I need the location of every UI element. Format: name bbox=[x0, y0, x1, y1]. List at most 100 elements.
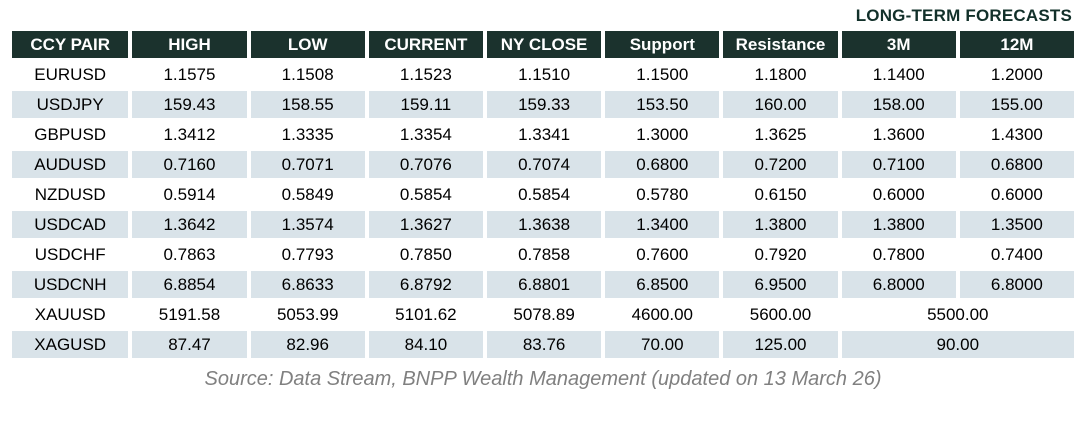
source-note: Source: Data Stream, BNPP Wealth Managem… bbox=[204, 368, 882, 390]
ccy-pair-cell: USDJPY bbox=[12, 91, 129, 118]
forecast-12m-cell: 155.00 bbox=[959, 91, 1074, 118]
ny-close-cell: 1.1510 bbox=[486, 61, 602, 88]
table-row-gbpusd: GBPUSD 1.3412 1.3335 1.3354 1.3341 1.300… bbox=[12, 121, 1074, 148]
table-row-nzdusd: NZDUSD 0.5914 0.5849 0.5854 0.5854 0.578… bbox=[12, 181, 1074, 208]
support-cell: 0.7600 bbox=[605, 241, 720, 268]
col-header-ny-close: NY CLOSE bbox=[486, 31, 602, 58]
support-cell: 4600.00 bbox=[605, 301, 720, 328]
forecast-12m-cell: 1.2000 bbox=[959, 61, 1074, 88]
table-row-usdchf: USDCHF 0.7863 0.7793 0.7850 0.7858 0.760… bbox=[12, 241, 1074, 268]
table-header-row: CCY PAIR HIGH LOW CURRENT NY CLOSE Suppo… bbox=[12, 31, 1074, 58]
table-row-usdcnh: USDCNH 6.8854 6.8633 6.8792 6.8801 6.850… bbox=[12, 271, 1074, 298]
high-cell: 1.1575 bbox=[132, 61, 247, 88]
forecast-3m-cell: 0.7800 bbox=[841, 241, 956, 268]
resistance-cell: 1.3625 bbox=[723, 121, 838, 148]
current-cell: 84.10 bbox=[368, 331, 483, 358]
title-row: LONG-TERM FORECASTS bbox=[8, 4, 1078, 28]
support-cell: 0.5780 bbox=[605, 181, 720, 208]
current-cell: 159.11 bbox=[368, 91, 483, 118]
support-cell: 6.8500 bbox=[605, 271, 720, 298]
current-cell: 0.7850 bbox=[368, 241, 483, 268]
col-header-ccy-pair: CCY PAIR bbox=[12, 31, 129, 58]
resistance-cell: 0.6150 bbox=[723, 181, 838, 208]
resistance-cell: 5600.00 bbox=[723, 301, 838, 328]
ny-close-cell: 1.3341 bbox=[486, 121, 602, 148]
forecast-3m-cell: 6.8000 bbox=[841, 271, 956, 298]
low-cell: 1.3574 bbox=[250, 211, 365, 238]
forecast-3m-cell: 1.3800 bbox=[841, 211, 956, 238]
high-cell: 6.8854 bbox=[132, 271, 247, 298]
col-header-3m: 3M bbox=[841, 31, 956, 58]
support-cell: 0.6800 bbox=[605, 151, 720, 178]
resistance-cell: 125.00 bbox=[723, 331, 838, 358]
forecast-12m-cell: 1.3500 bbox=[959, 211, 1074, 238]
forecast-12m-cell: 0.6000 bbox=[959, 181, 1074, 208]
ny-close-cell: 0.7858 bbox=[486, 241, 602, 268]
col-header-resistance: Resistance bbox=[723, 31, 838, 58]
low-cell: 0.7793 bbox=[250, 241, 365, 268]
forecast-12m-cell: 0.6800 bbox=[959, 151, 1074, 178]
low-cell: 82.96 bbox=[250, 331, 365, 358]
ny-close-cell: 159.33 bbox=[486, 91, 602, 118]
high-cell: 1.3642 bbox=[132, 211, 247, 238]
table-row-audusd: AUDUSD 0.7160 0.7071 0.7076 0.7074 0.680… bbox=[12, 151, 1074, 178]
current-cell: 1.3627 bbox=[368, 211, 483, 238]
support-cell: 1.3000 bbox=[605, 121, 720, 148]
resistance-cell: 0.7920 bbox=[723, 241, 838, 268]
low-cell: 6.8633 bbox=[250, 271, 365, 298]
forecast-12m-cell: 6.8000 bbox=[959, 271, 1074, 298]
page-title: LONG-TERM FORECASTS bbox=[855, 6, 1072, 25]
col-header-support: Support bbox=[605, 31, 720, 58]
high-cell: 87.47 bbox=[132, 331, 247, 358]
support-cell: 1.1500 bbox=[605, 61, 720, 88]
forecast-3m-cell: 158.00 bbox=[841, 91, 956, 118]
current-cell: 1.3354 bbox=[368, 121, 483, 148]
support-cell: 153.50 bbox=[605, 91, 720, 118]
resistance-cell: 6.9500 bbox=[723, 271, 838, 298]
current-cell: 0.5854 bbox=[368, 181, 483, 208]
low-cell: 158.55 bbox=[250, 91, 365, 118]
ccy-pair-cell: EURUSD bbox=[12, 61, 129, 88]
forecast-merged-cell: 90.00 bbox=[841, 331, 1074, 358]
ccy-pair-cell: XAGUSD bbox=[12, 331, 129, 358]
ny-close-cell: 0.5854 bbox=[486, 181, 602, 208]
high-cell: 0.7863 bbox=[132, 241, 247, 268]
fx-forecast-table: CCY PAIR HIGH LOW CURRENT NY CLOSE Suppo… bbox=[8, 28, 1078, 361]
current-cell: 5101.62 bbox=[368, 301, 483, 328]
col-header-12m: 12M bbox=[959, 31, 1074, 58]
forecast-3m-cell: 1.3600 bbox=[841, 121, 956, 148]
low-cell: 0.5849 bbox=[250, 181, 365, 208]
low-cell: 5053.99 bbox=[250, 301, 365, 328]
resistance-cell: 160.00 bbox=[723, 91, 838, 118]
ny-close-cell: 5078.89 bbox=[486, 301, 602, 328]
support-cell: 1.3400 bbox=[605, 211, 720, 238]
ccy-pair-cell: AUDUSD bbox=[12, 151, 129, 178]
ccy-pair-cell: USDCAD bbox=[12, 211, 129, 238]
low-cell: 0.7071 bbox=[250, 151, 365, 178]
ccy-pair-cell: NZDUSD bbox=[12, 181, 129, 208]
forecast-3m-cell: 1.1400 bbox=[841, 61, 956, 88]
ccy-pair-cell: USDCNH bbox=[12, 271, 129, 298]
ny-close-cell: 1.3638 bbox=[486, 211, 602, 238]
low-cell: 1.1508 bbox=[250, 61, 365, 88]
current-cell: 1.1523 bbox=[368, 61, 483, 88]
ccy-pair-cell: XAUUSD bbox=[12, 301, 129, 328]
resistance-cell: 1.3800 bbox=[723, 211, 838, 238]
col-header-low: LOW bbox=[250, 31, 365, 58]
ny-close-cell: 83.76 bbox=[486, 331, 602, 358]
high-cell: 0.5914 bbox=[132, 181, 247, 208]
forecast-merged-cell: 5500.00 bbox=[841, 301, 1074, 328]
table-row-xagusd: XAGUSD 87.47 82.96 84.10 83.76 70.00 125… bbox=[12, 331, 1074, 358]
forecast-12m-cell: 0.7400 bbox=[959, 241, 1074, 268]
high-cell: 1.3412 bbox=[132, 121, 247, 148]
ccy-pair-cell: GBPUSD bbox=[12, 121, 129, 148]
col-header-current: CURRENT bbox=[368, 31, 483, 58]
high-cell: 159.43 bbox=[132, 91, 247, 118]
current-cell: 0.7076 bbox=[368, 151, 483, 178]
high-cell: 5191.58 bbox=[132, 301, 247, 328]
table-row-usdcad: USDCAD 1.3642 1.3574 1.3627 1.3638 1.340… bbox=[12, 211, 1074, 238]
forecast-3m-cell: 0.7100 bbox=[841, 151, 956, 178]
table-row-eurusd: EURUSD 1.1575 1.1508 1.1523 1.1510 1.150… bbox=[12, 61, 1074, 88]
table-row-xauusd: XAUUSD 5191.58 5053.99 5101.62 5078.89 4… bbox=[12, 301, 1074, 328]
